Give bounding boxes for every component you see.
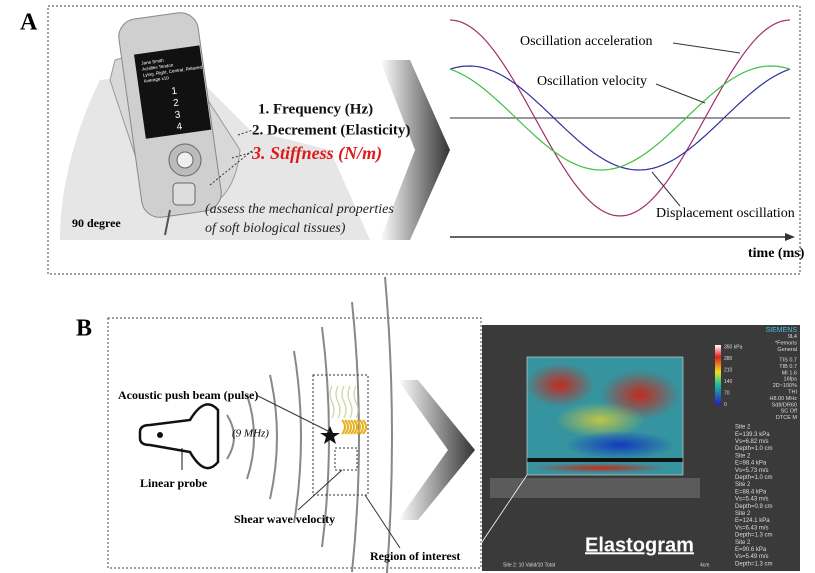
image-title: Elastogram xyxy=(585,534,694,556)
angle-label: 90 degree xyxy=(72,216,121,230)
pointer xyxy=(365,495,400,548)
pointer xyxy=(298,470,342,510)
soft-region xyxy=(565,431,675,459)
device-button xyxy=(173,183,195,205)
measurement: E=139.3 kPa xyxy=(735,432,770,438)
scale-label: 210 xyxy=(724,367,733,373)
measurement: E=124.1 kPa xyxy=(735,518,770,524)
setting: THI xyxy=(788,389,797,395)
device-button xyxy=(177,152,193,168)
measurement: Depth=0.9 cm xyxy=(735,504,773,510)
annotation: (9 MHz) xyxy=(232,428,269,440)
stiff-region xyxy=(525,363,595,407)
panel-label: B xyxy=(76,316,92,342)
scale-label: 70 xyxy=(724,390,730,396)
device-header: General xyxy=(777,347,797,353)
arrowhead xyxy=(785,233,795,241)
footer: Site 2: 10 Valid/10 Total xyxy=(503,562,555,568)
wave-arc xyxy=(385,277,392,573)
device-header: *Femoris xyxy=(775,340,797,346)
setting: 16fps xyxy=(784,377,798,383)
measurement: Vs=6.82 m/s xyxy=(735,439,769,445)
panel-label: A xyxy=(20,10,38,36)
wave-arc xyxy=(352,302,359,572)
axis-label: time (ms) xyxy=(748,246,805,261)
setting: SC Off xyxy=(781,409,798,415)
heat-wave xyxy=(348,386,352,418)
measurement: Site 2 xyxy=(735,482,751,488)
stiff-region xyxy=(530,463,670,473)
setting: DTCE M xyxy=(776,415,798,421)
wave-arc xyxy=(294,351,301,523)
tissue-band xyxy=(490,478,700,498)
figure: A B Jane SmithAchilles TendonLying, Righ… xyxy=(0,0,815,573)
probe-dot xyxy=(157,432,163,438)
pointer xyxy=(656,84,705,103)
measurement: E=88.4 kPa xyxy=(735,489,767,495)
measurement: Site 2 xyxy=(735,425,751,431)
setting: Sd8/DR60 xyxy=(772,402,797,408)
measurement: Site 2 xyxy=(735,540,751,546)
setting: MI 1.6 xyxy=(782,370,797,376)
shear-wave xyxy=(342,420,345,434)
measurement: Depth=1.3 cm xyxy=(735,533,773,539)
note: of soft biological tissues) xyxy=(205,221,346,236)
linear-probe xyxy=(140,404,218,468)
scale-label: 280 xyxy=(724,356,733,362)
measurement: Depth=1.3 cm xyxy=(735,561,773,567)
color-scale xyxy=(715,345,721,405)
measurement: Vs=5.43 m/s xyxy=(735,497,769,503)
fascia xyxy=(527,458,683,462)
parameter: 1. Frequency (Hz) xyxy=(258,101,373,117)
measurement: E=98.4 kPa xyxy=(735,461,767,467)
measurement: Site 2 xyxy=(735,453,751,459)
measurement: Vs=5.49 m/s xyxy=(735,554,769,560)
device-header: 9L4 xyxy=(788,334,797,340)
heat-wave xyxy=(330,386,334,418)
note: (assess the mechanical properties xyxy=(205,202,394,217)
annotation: Shear wave velocity xyxy=(234,512,335,526)
measurement: E=90.6 kPa xyxy=(735,547,767,553)
annotation: Acoustic push beam (pulse) xyxy=(118,388,258,402)
pointer xyxy=(673,43,740,53)
measurement: Vs=6.43 m/s xyxy=(735,525,769,531)
measurement: Site 2 xyxy=(735,511,751,517)
scale-label: 140 xyxy=(724,379,733,385)
curve-label: Displacement oscillation xyxy=(656,206,795,221)
parameter: 3. Stiffness (N/m) xyxy=(251,143,382,164)
setting: H8.00 MHz xyxy=(769,396,797,402)
curve-label: Oscillation velocity xyxy=(537,74,647,89)
annotation: Linear probe xyxy=(140,476,208,490)
measurement: Vs=5.73 m/s xyxy=(735,468,769,474)
pointer xyxy=(652,172,680,206)
device-header: SIEMENS xyxy=(765,327,797,334)
wave-arc xyxy=(270,375,277,499)
setting: 2D~100% xyxy=(773,383,797,389)
scale-label: 350 kPa xyxy=(724,344,743,350)
sample-box xyxy=(335,448,357,470)
annotation: Region of interest xyxy=(370,549,460,563)
arrow xyxy=(398,380,475,520)
measurement: Depth=1.0 cm xyxy=(735,475,773,481)
depth: 4cm xyxy=(700,562,709,568)
measurement: Depth=1.0 cm xyxy=(735,446,773,452)
parameter: 2. Decrement (Elasticity) xyxy=(252,122,410,138)
scale-label: 0 xyxy=(724,402,727,408)
curve-label: Oscillation acceleration xyxy=(520,34,653,49)
heat-wave xyxy=(342,386,346,418)
setting: TIB 0.7 xyxy=(779,364,797,370)
heat-wave xyxy=(336,386,340,418)
setting: TIS 0.7 xyxy=(779,357,797,363)
